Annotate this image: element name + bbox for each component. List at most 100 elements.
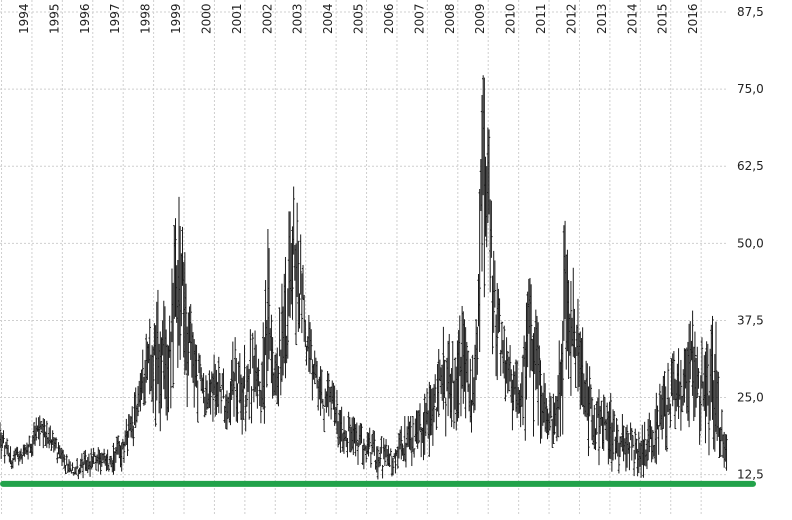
price-bar <box>379 446 382 467</box>
price-bar <box>356 442 360 465</box>
price-bar <box>631 434 635 448</box>
price-bar <box>291 226 294 320</box>
price-bar <box>700 337 704 389</box>
price-bar <box>665 404 669 452</box>
price-bar <box>367 432 370 457</box>
x-tick-label: 2012 <box>564 3 578 34</box>
price-bar <box>521 354 525 426</box>
price-bar <box>47 427 51 449</box>
price-bar <box>54 437 58 449</box>
x-tick-label: 2009 <box>473 3 487 34</box>
price-bar <box>97 447 100 472</box>
price-bar <box>231 341 235 395</box>
price-bar <box>242 376 245 420</box>
price-bar <box>400 426 403 460</box>
price-bar <box>706 343 710 406</box>
price-bar <box>574 347 577 388</box>
price-bar <box>94 455 98 471</box>
price-bar <box>425 388 429 425</box>
price-bar <box>26 444 30 460</box>
price-bar <box>56 452 59 464</box>
price-bar <box>656 405 659 430</box>
price-bar <box>187 312 190 376</box>
price-bar <box>380 436 383 454</box>
price-bar <box>178 225 182 360</box>
y-tick-label: 75,0 <box>737 82 764 96</box>
price-bar <box>556 375 560 438</box>
y-axis-labels: 12,5 25,0 37,5 50,0 62,5 75,0 87,5 <box>737 5 764 482</box>
price-bar <box>507 356 511 392</box>
price-bar <box>549 396 553 419</box>
price-bar <box>300 273 304 334</box>
price-bar <box>383 444 387 466</box>
price-bar <box>360 423 363 444</box>
price-bar <box>148 318 151 395</box>
price-bar <box>593 404 596 450</box>
price-bar <box>245 365 249 407</box>
price-bar <box>672 351 676 401</box>
price-bar <box>587 386 590 457</box>
price-bar <box>679 359 683 431</box>
price-bar <box>23 444 26 457</box>
price-bar <box>435 407 438 430</box>
price-bar <box>625 424 629 468</box>
price-bar <box>286 288 290 359</box>
price-bar <box>569 281 573 396</box>
price-bar <box>295 202 299 297</box>
price-bar <box>725 434 728 471</box>
price-bar <box>265 319 268 388</box>
price-bar <box>127 414 130 438</box>
price-bar <box>444 397 447 437</box>
price-bar <box>51 430 54 446</box>
price-bar <box>204 375 208 416</box>
price-bar <box>38 415 41 447</box>
price-bar <box>434 374 437 403</box>
price-bar <box>648 412 651 453</box>
price-bar <box>184 283 188 371</box>
x-tick-label: 1999 <box>169 3 183 34</box>
x-tick-label: 1995 <box>47 3 61 34</box>
x-tick-label: 2011 <box>534 3 548 34</box>
price-bar <box>506 351 509 394</box>
price-bar <box>310 329 313 360</box>
price-bar <box>677 348 680 420</box>
price-bar <box>699 375 702 432</box>
x-tick-label: 2010 <box>504 3 518 34</box>
price-bar <box>219 388 223 414</box>
price-bar <box>595 401 598 435</box>
price-bar <box>270 314 273 384</box>
x-tick-label: 2004 <box>321 3 335 34</box>
price-bar <box>657 425 660 455</box>
price-bar <box>299 234 302 295</box>
price-bar <box>666 362 670 413</box>
grid-layer <box>0 0 727 516</box>
price-bar <box>538 345 541 386</box>
price-bar <box>611 409 615 461</box>
price-bar <box>545 398 548 434</box>
price-bar <box>243 345 246 389</box>
price-bar <box>118 440 121 459</box>
price-bar <box>411 416 415 452</box>
price-bar <box>368 427 371 448</box>
price-bar <box>457 330 460 419</box>
price-bar <box>355 422 359 446</box>
x-tick-label: 2014 <box>625 3 639 34</box>
price-bar <box>236 383 239 423</box>
price-bar <box>673 378 677 430</box>
price-bar <box>278 307 281 357</box>
price-bar <box>483 77 486 298</box>
price-bar <box>496 283 499 381</box>
price-bar <box>717 371 720 437</box>
price-bar <box>384 439 388 458</box>
price-bar <box>294 243 298 346</box>
x-tick-label: 1998 <box>139 3 153 34</box>
price-bar <box>232 372 236 417</box>
price-bar <box>5 438 9 455</box>
price-bar <box>600 400 603 426</box>
price-bar <box>348 417 352 453</box>
x-tick-label: 2005 <box>352 3 366 34</box>
price-bar <box>613 411 616 432</box>
price-bar <box>645 439 649 470</box>
price-bar <box>719 426 722 457</box>
